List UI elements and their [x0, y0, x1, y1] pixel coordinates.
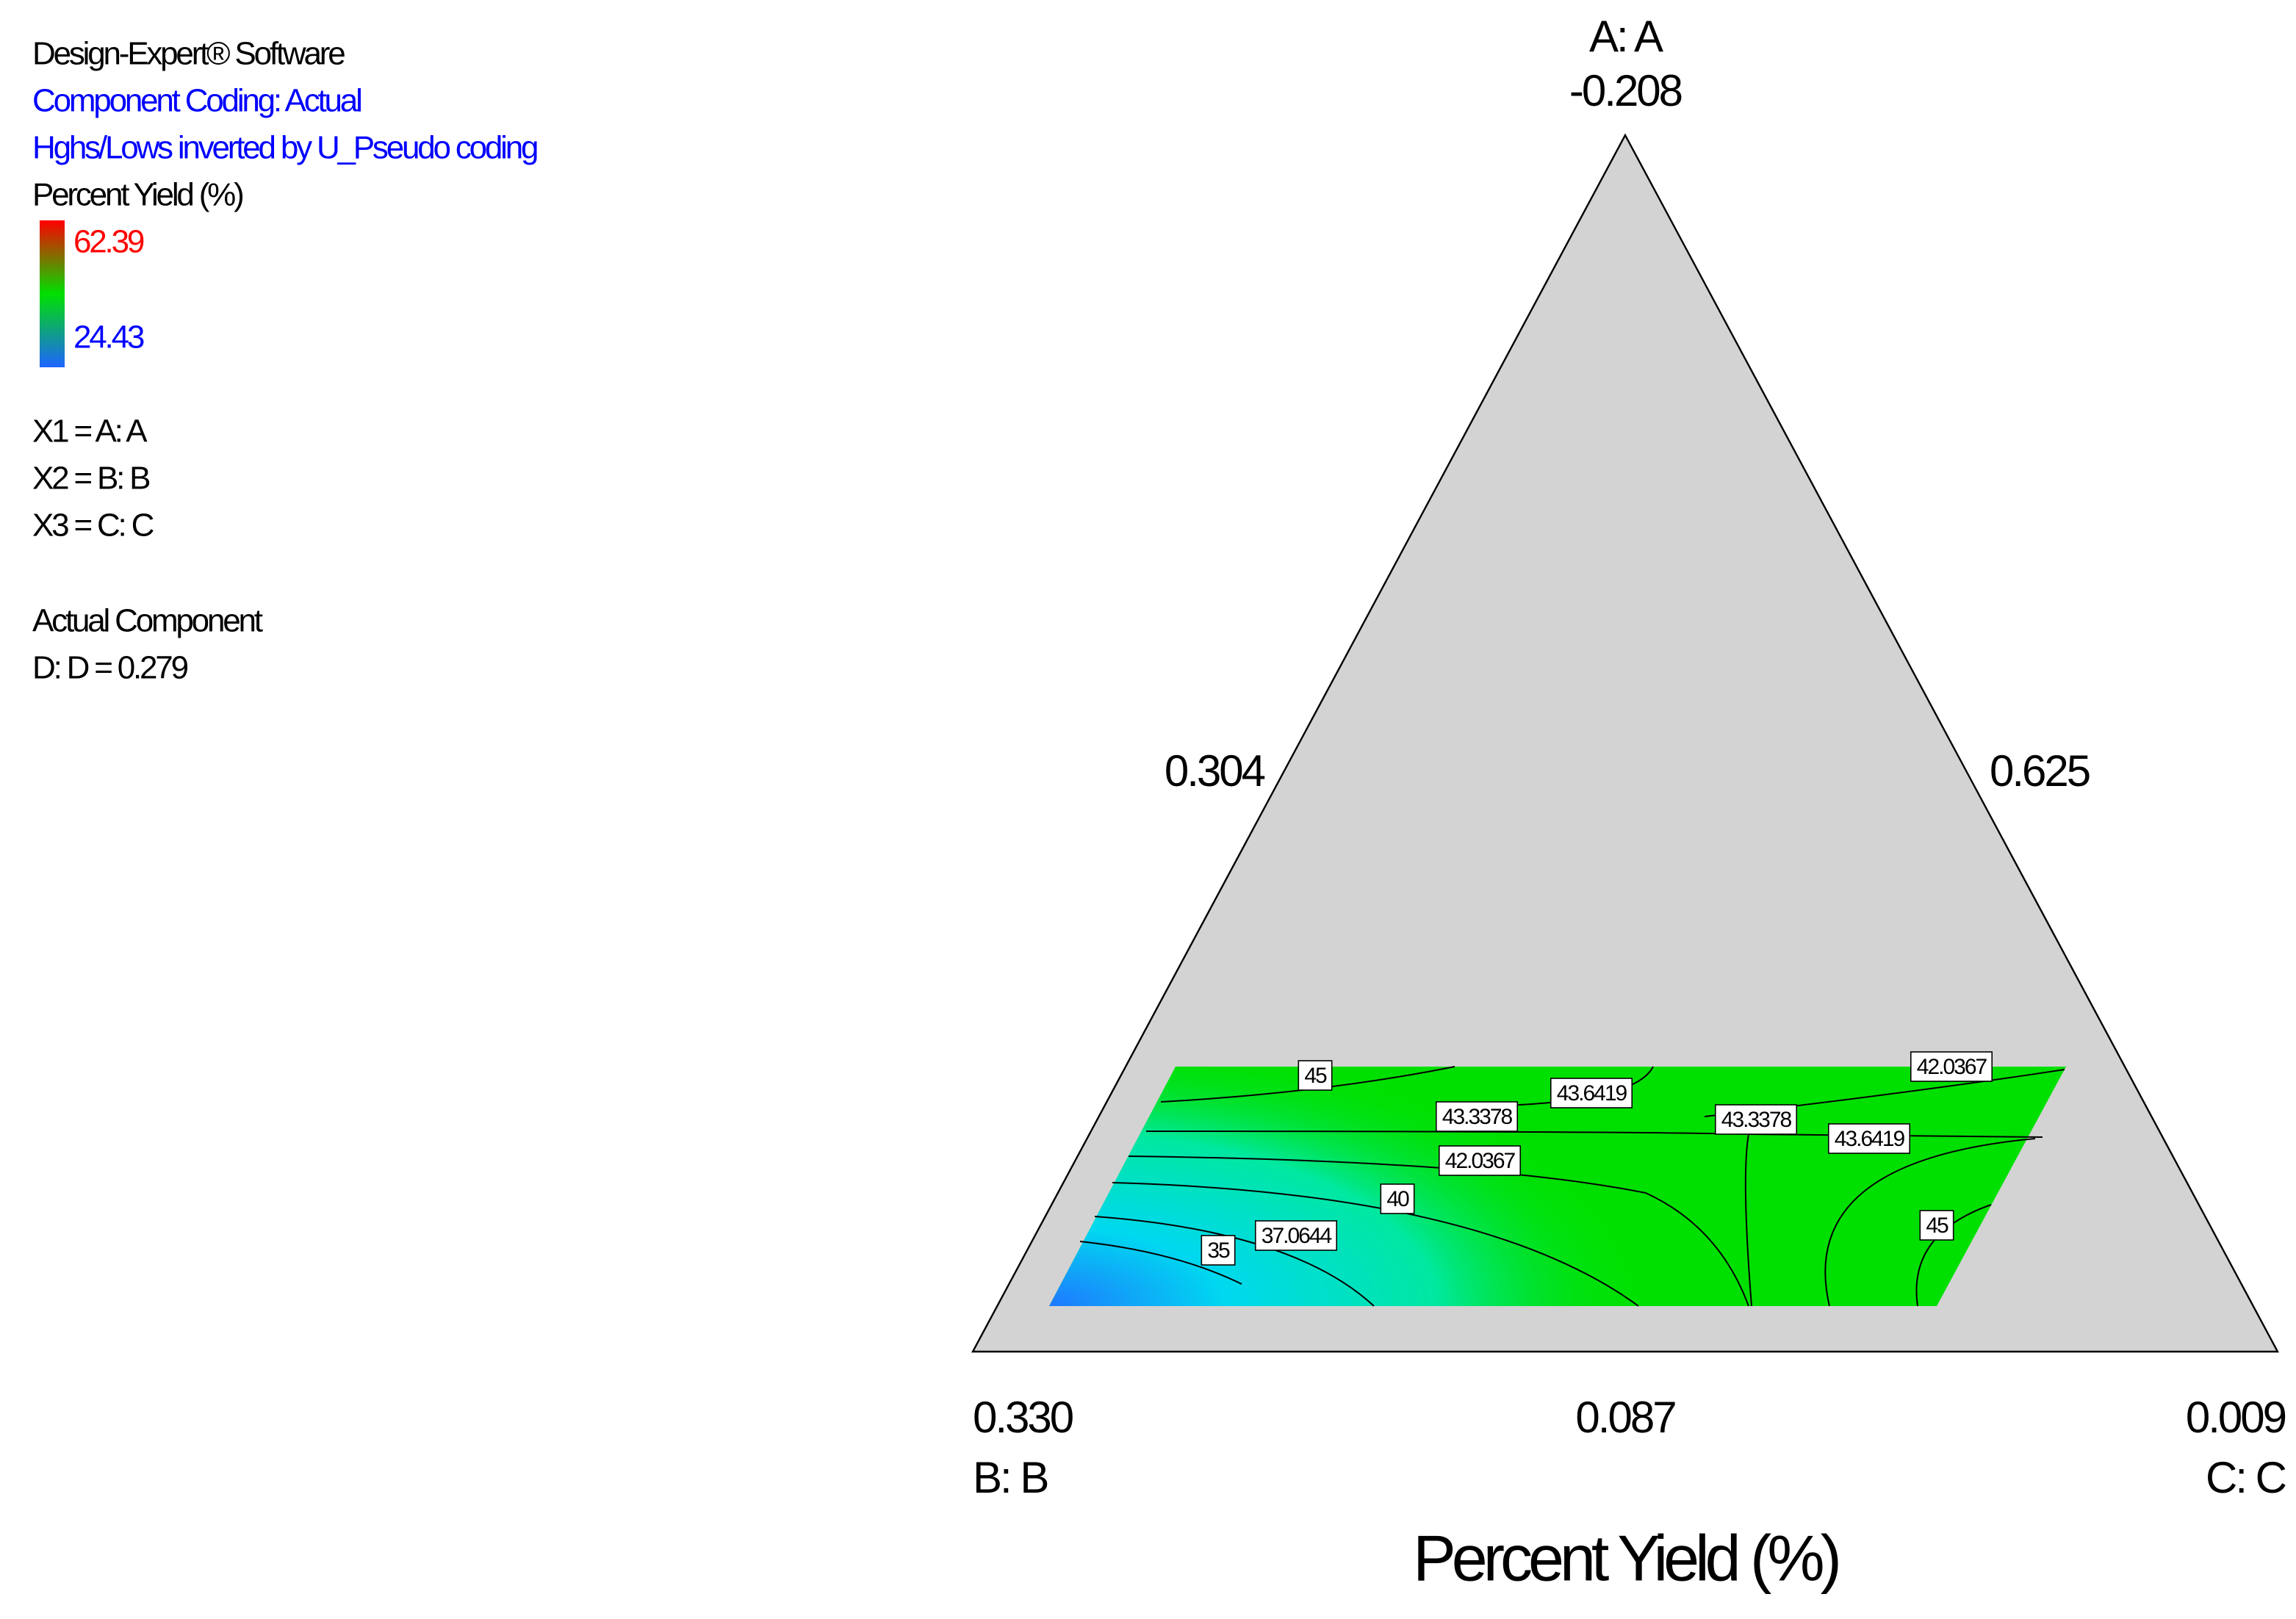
contour-line [1744, 1133, 1752, 1307]
color-low: 24.43 [73, 320, 144, 356]
contour-label: 45 [1304, 1064, 1327, 1088]
variable: X2 = B: B [32, 461, 150, 497]
vertex-name: C: C [2206, 1453, 2286, 1502]
contour-label-box [1910, 1051, 1993, 1082]
actual-heading: Actual Component [32, 603, 263, 639]
contour-label: 43.3378 [1721, 1108, 1792, 1132]
vertex-value: -0.208 [1569, 66, 1682, 115]
actual-component: D: D = 0.279 [32, 650, 188, 686]
contour-line [1128, 1155, 1749, 1307]
legend-title: Percent Yield (%) [32, 177, 242, 213]
edge-value: 0.304 [1165, 746, 1265, 796]
coding-note: Hghs/Lows inverted by U_Pseudo coding [32, 130, 537, 166]
contour-label-box [1827, 1123, 1911, 1154]
contour-label-box [1919, 1210, 1954, 1241]
simplex [971, 133, 2280, 1353]
contour-label: 43.6419 [1557, 1081, 1627, 1106]
contour-label-box [1298, 1060, 1333, 1091]
contour-label: 35 [1207, 1238, 1230, 1263]
color-high: 62.39 [73, 224, 144, 260]
contour-label: 40 [1386, 1187, 1409, 1211]
contour-line [1112, 1182, 1639, 1307]
contour-line [1915, 1204, 1992, 1307]
edge-value: 0.087 [1575, 1393, 1675, 1442]
vertex-name: B: B [973, 1453, 1047, 1502]
variable: X1 = A: A [32, 414, 148, 450]
contour-label-box [1714, 1104, 1798, 1135]
contour-label: 42.0367 [1445, 1149, 1516, 1173]
contour-label-box [1550, 1078, 1633, 1108]
contour-line [1145, 1131, 2043, 1138]
vertex-name: A: A [1589, 12, 1663, 61]
contour-label-box [1435, 1101, 1519, 1132]
chart-title: Percent Yield (%) [1413, 1521, 1838, 1594]
variable: X3 = C: C [32, 508, 154, 544]
contour-line [1824, 1138, 2036, 1307]
contour-label: 43.3378 [1442, 1105, 1513, 1129]
contour-label-box [1201, 1235, 1236, 1266]
contour-line [1079, 1241, 1242, 1285]
contour-label: 42.0367 [1917, 1055, 1987, 1079]
contour-label: 37.0644 [1262, 1224, 1332, 1248]
contour-label-box [1254, 1220, 1338, 1251]
coding: Component Coding: Actual [32, 83, 361, 119]
software: Design-Expert® Software [32, 36, 345, 72]
contour-label: 43.6419 [1835, 1127, 1905, 1151]
contour-label-box [1438, 1145, 1522, 1176]
color-bar [40, 220, 65, 367]
vertex-value: 0.009 [2186, 1393, 2286, 1442]
contour-label: 45 [1926, 1214, 1948, 1238]
vertex-value: 0.330 [973, 1393, 1073, 1442]
edge-value: 0.625 [1990, 746, 2090, 796]
contour-label-box [1380, 1183, 1415, 1214]
